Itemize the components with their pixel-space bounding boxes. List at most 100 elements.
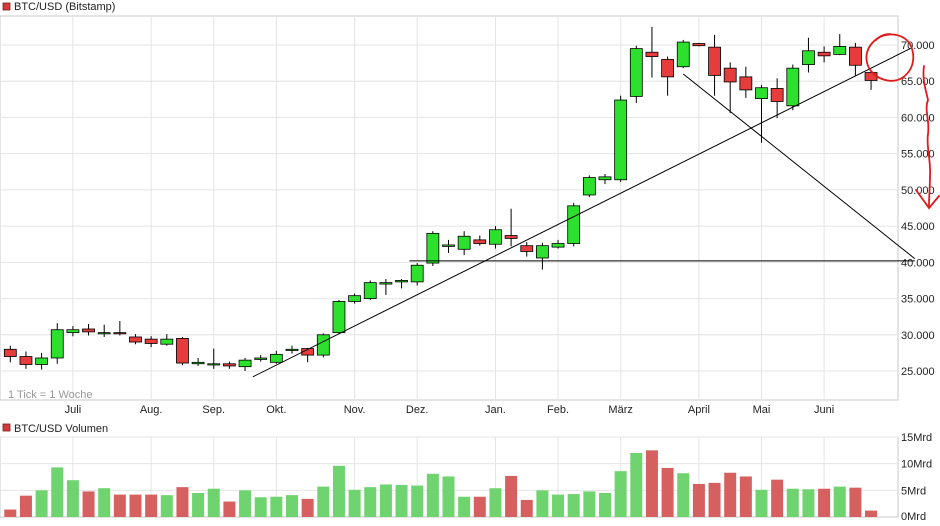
volume-bar bbox=[160, 495, 173, 517]
candle-down bbox=[113, 332, 127, 335]
volume-bar bbox=[489, 488, 502, 517]
volume-bar bbox=[536, 490, 549, 517]
x-tick-label: Aug. bbox=[140, 404, 163, 416]
volume-bar bbox=[379, 484, 392, 517]
volume-bar bbox=[442, 476, 455, 517]
candle-down bbox=[19, 356, 33, 365]
x-tick-label: Nov. bbox=[344, 404, 366, 416]
candle-up bbox=[614, 99, 628, 181]
candle-up bbox=[567, 205, 581, 244]
price-grid bbox=[0, 16, 898, 400]
volume-bar bbox=[520, 499, 533, 517]
volume-bar bbox=[677, 473, 690, 517]
volume-bar bbox=[254, 497, 267, 517]
volume-bar bbox=[630, 453, 643, 517]
volume-bar bbox=[348, 489, 361, 517]
y-tick-label: 60.000 bbox=[901, 112, 935, 124]
candle-up bbox=[582, 177, 596, 196]
candle-up bbox=[238, 359, 252, 368]
volume-bar bbox=[771, 479, 784, 517]
candle-down bbox=[176, 338, 189, 364]
x-tick-label: Dez. bbox=[406, 404, 429, 416]
candle-down bbox=[3, 348, 17, 357]
volume-bar bbox=[301, 498, 314, 517]
candle-down bbox=[770, 88, 784, 102]
candle-up bbox=[551, 243, 565, 248]
candle-up bbox=[254, 357, 268, 360]
volume-bar bbox=[818, 488, 831, 517]
candle-down bbox=[645, 51, 659, 57]
candle-down bbox=[520, 245, 534, 252]
y-tick-label: 25.000 bbox=[901, 366, 935, 378]
volume-bar bbox=[865, 510, 878, 517]
candle-down bbox=[222, 363, 236, 367]
candle-up bbox=[97, 332, 111, 335]
price-chart-title: BTC/USD (Bitstamp) bbox=[14, 1, 115, 13]
candle-up bbox=[442, 244, 455, 247]
volume-bar bbox=[552, 494, 565, 517]
volume-bar bbox=[98, 488, 111, 517]
annotation-arrow-head bbox=[915, 189, 940, 210]
candle-down bbox=[504, 235, 518, 239]
volume-chart-title: BTC/USD Volumen bbox=[14, 423, 108, 435]
candle-down bbox=[301, 348, 315, 356]
volume-bar bbox=[426, 473, 439, 517]
candle-down bbox=[661, 59, 674, 78]
candle-down bbox=[144, 338, 158, 344]
x-tick-label: Juli bbox=[65, 404, 82, 416]
volume-bar bbox=[567, 494, 580, 517]
price-panel: BTC/USD (Bitstamp) 25.000 30.000 35.000 40.… bbox=[0, 1, 940, 416]
volume-bar bbox=[82, 491, 95, 517]
volume-bar bbox=[364, 487, 377, 517]
candle-up bbox=[316, 334, 330, 356]
candle-up bbox=[536, 245, 549, 259]
volume-bars bbox=[4, 450, 878, 517]
volume-bar bbox=[223, 501, 236, 517]
volume-bar bbox=[332, 465, 345, 517]
trend-line bbox=[682, 73, 916, 260]
candle-down bbox=[849, 46, 862, 66]
volume-y-axis: 0Mrd 5Mrd 10Mrd 15Mrd bbox=[901, 432, 932, 523]
trend-line bbox=[252, 48, 911, 378]
x-tick-label: Juni bbox=[814, 404, 834, 416]
candle-up bbox=[379, 282, 393, 285]
candle-up bbox=[363, 282, 377, 299]
candle-up bbox=[489, 229, 502, 245]
volume-bar bbox=[661, 467, 674, 517]
x-tick-label: Feb. bbox=[547, 404, 569, 416]
candle-down bbox=[817, 51, 831, 57]
candle-up bbox=[395, 280, 408, 283]
candle-up bbox=[410, 264, 424, 283]
candle-up bbox=[629, 48, 643, 97]
volume-bar bbox=[505, 475, 518, 517]
y-tick-label: 65.000 bbox=[901, 76, 935, 88]
volume-bar bbox=[19, 495, 32, 517]
volume-bar bbox=[802, 489, 815, 517]
candle-up bbox=[802, 50, 815, 65]
volume-panel: BTC/USD Volumen 0Mrd 5Mrd 10Mrd 15Mrd bbox=[0, 423, 932, 523]
volume-y-tick-label: 5Mrd bbox=[901, 485, 926, 497]
volume-y-tick-label: 0Mrd bbox=[901, 511, 926, 523]
y-tick-label: 40.000 bbox=[901, 257, 935, 269]
volume-bar bbox=[317, 486, 330, 517]
y-tick-label: 50.000 bbox=[901, 185, 935, 197]
volume-bar bbox=[473, 496, 486, 517]
candle-down bbox=[692, 43, 706, 47]
candle-down bbox=[864, 72, 878, 81]
volume-bar bbox=[833, 486, 846, 517]
candle-down bbox=[129, 336, 142, 343]
candle-up bbox=[426, 232, 440, 264]
y-tick-label: 55.000 bbox=[901, 149, 935, 161]
candle-up bbox=[35, 357, 48, 365]
volume-bar bbox=[645, 450, 658, 517]
volume-bar bbox=[286, 495, 298, 517]
x-tick-label: April bbox=[688, 404, 710, 416]
trend-lines bbox=[252, 48, 916, 378]
candle-up bbox=[676, 41, 690, 68]
volume-bar bbox=[51, 467, 64, 517]
candle-down bbox=[708, 46, 721, 76]
volume-bar bbox=[192, 493, 205, 517]
price-y-axis: 25.000 30.000 35.000 40.000 45.000 50.000 55.0… bbox=[901, 40, 935, 378]
volume-bar bbox=[583, 491, 596, 517]
